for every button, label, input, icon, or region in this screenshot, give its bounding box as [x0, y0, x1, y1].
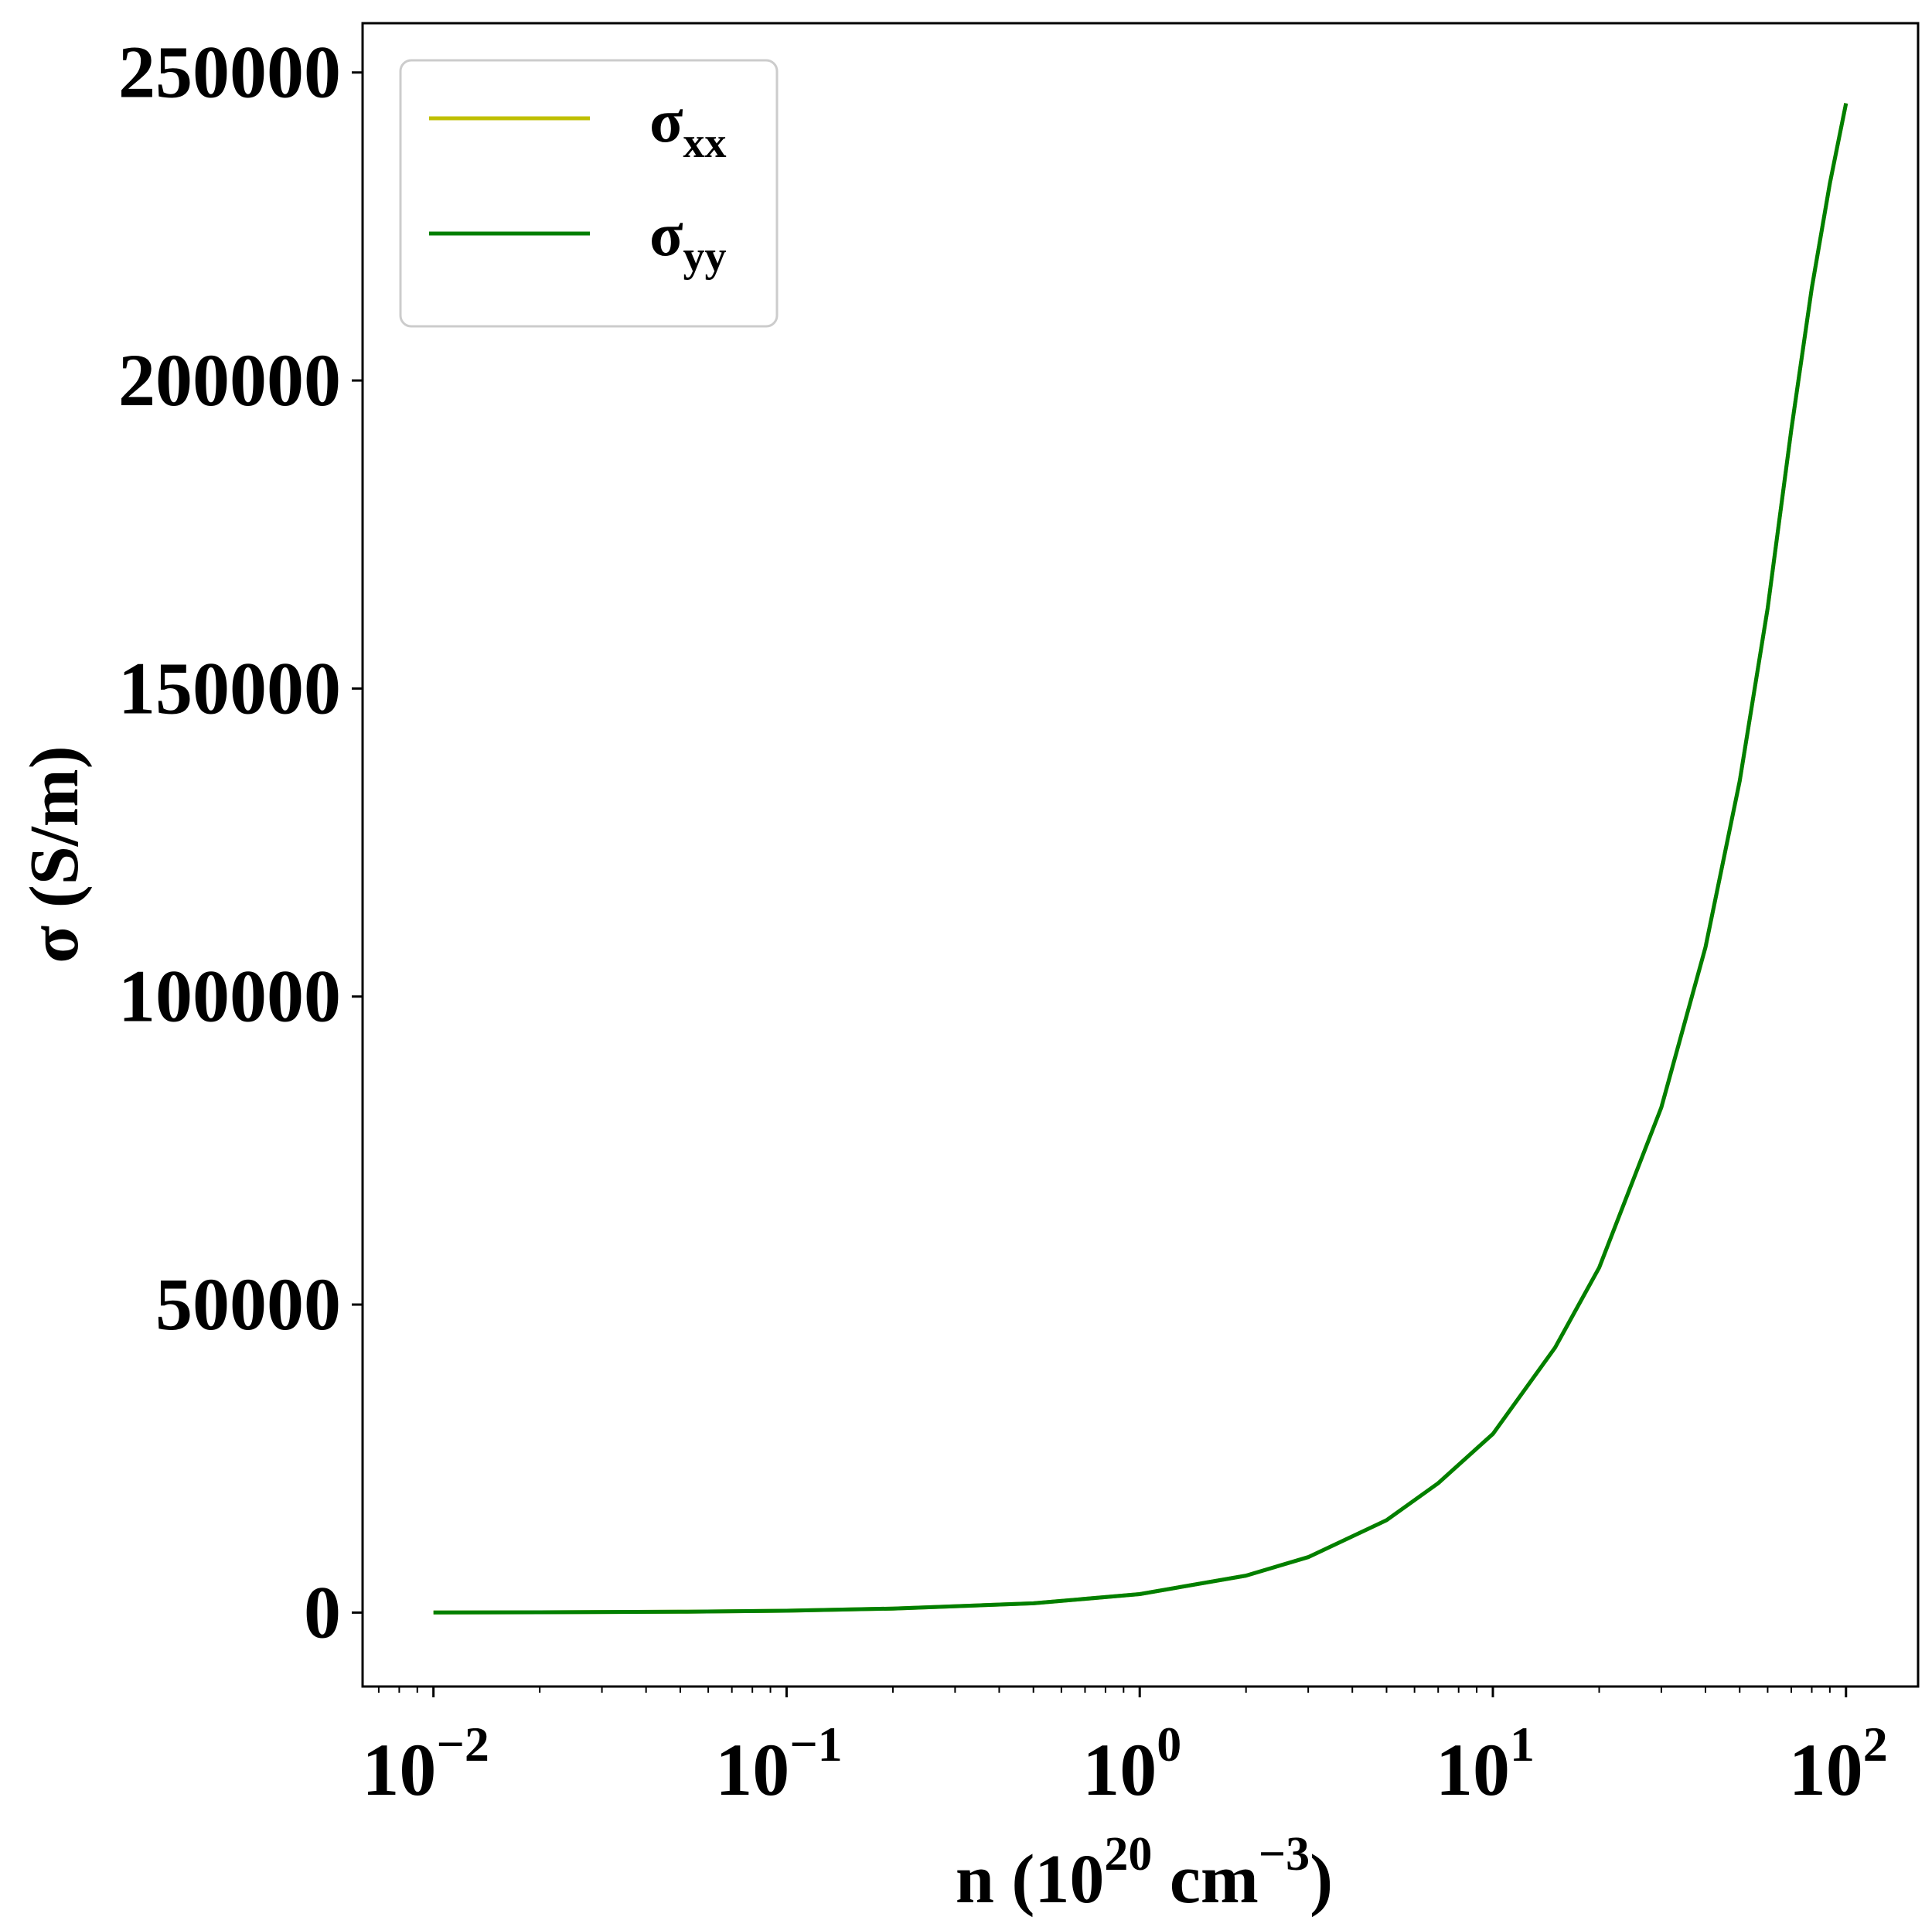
- series-line-yy: [433, 103, 1849, 1615]
- x-tick-label: 10−1: [715, 1717, 842, 1811]
- legend-label-sigma-xx: σxx: [649, 87, 727, 167]
- y-axis-ticks: 0 50000 100000 150000 200000 250000: [118, 31, 363, 1653]
- x-tick-label: 10−2: [362, 1717, 489, 1811]
- x-axis-title: n (1020 cm−3): [956, 1828, 1333, 1918]
- legend-label-sigma-yy: σyy: [649, 201, 727, 281]
- x-axis-title-sup1: 20: [1104, 1828, 1152, 1881]
- x-axis-title-base: n (10: [956, 1841, 1105, 1918]
- x-axis-title-end: ): [1310, 1841, 1333, 1918]
- y-tick-label: 0: [304, 1571, 341, 1653]
- x-axis-title-sup2: −3: [1259, 1828, 1310, 1881]
- y-tick-label: 200000: [118, 339, 341, 421]
- plot-frame: [361, 22, 1920, 1688]
- y-tick-label: 100000: [118, 955, 341, 1038]
- y-axis-title: σ (S/m): [16, 745, 93, 963]
- y-tick-label: 50000: [155, 1263, 341, 1345]
- y-tick-label: 150000: [118, 646, 341, 729]
- x-tick-label: 102: [1789, 1717, 1888, 1811]
- x-axis-title-mid: cm: [1152, 1841, 1258, 1918]
- series-layer: [433, 103, 1849, 1615]
- x-tick-label: 101: [1436, 1717, 1535, 1811]
- legend: σxx σyy: [399, 59, 779, 328]
- x-tick-label: 100: [1082, 1717, 1181, 1811]
- y-tick-label: 250000: [118, 31, 341, 114]
- legend-frame: [399, 59, 779, 328]
- x-axis-ticks: 10−2 10−1 100 101 102: [362, 1687, 1888, 1811]
